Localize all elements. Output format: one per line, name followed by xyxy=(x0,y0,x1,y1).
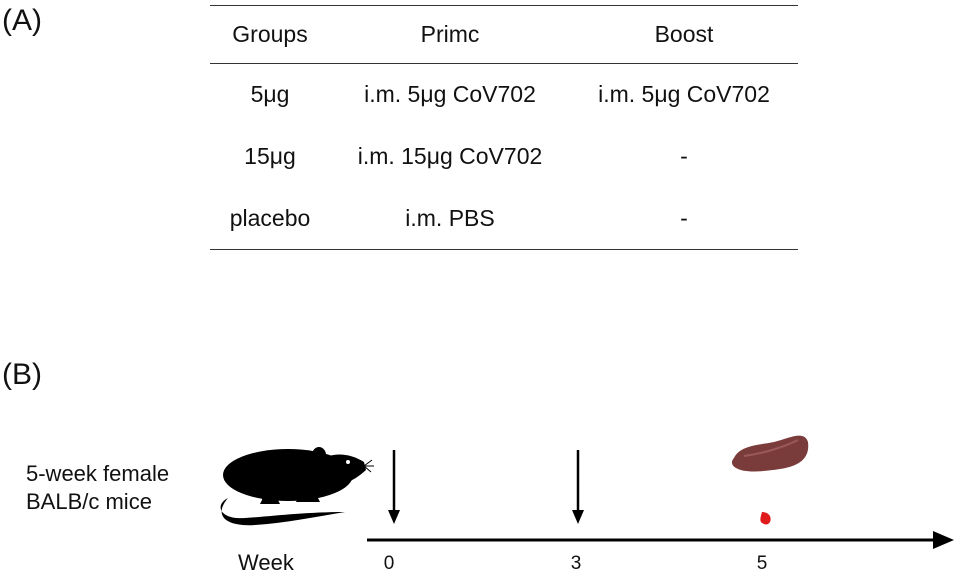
subject-label: 5-week female BALB/c mice xyxy=(26,460,169,516)
mouse-icon xyxy=(220,447,374,526)
injection-arrow-icon xyxy=(388,450,400,524)
week-tick-0: 0 xyxy=(383,553,395,574)
blood-drop-icon xyxy=(760,512,771,525)
header-groups: Groups xyxy=(210,5,330,64)
vaccination-groups-table: Groups Primc Boost 5μg i.m. 5μg CoV702 i… xyxy=(210,5,798,250)
week-tick-5: 5 xyxy=(756,553,768,574)
cell-prime: i.m. 15μg CoV702 xyxy=(357,143,543,169)
spleen-icon xyxy=(731,435,809,472)
panel-label-b: (B) xyxy=(2,358,42,391)
table-row: 15μg i.m. 15μg CoV702 - xyxy=(210,126,798,188)
panel-label-a: (A) xyxy=(2,4,42,37)
header-prime: Primc xyxy=(330,5,570,64)
injection-arrow-icon xyxy=(572,450,584,524)
cell-group: 15μg xyxy=(244,143,296,169)
week-tick-3: 3 xyxy=(570,553,582,574)
subject-label-line1: 5-week female xyxy=(26,461,170,486)
header-boost: Boost xyxy=(570,5,798,64)
cell-prime: i.m. 5μg CoV702 xyxy=(364,81,536,108)
cell-group: 5μg xyxy=(250,81,290,108)
cell-boost: i.m. 5μg CoV702 xyxy=(598,81,770,108)
subject-label-line2: BALB/c mice xyxy=(26,489,152,514)
table-header-row: Groups Primc Boost xyxy=(210,5,798,64)
axis-title-week: Week xyxy=(238,550,294,575)
cell-prime: i.m. PBS xyxy=(330,187,570,250)
table-row: 5μg i.m. 5μg CoV702 i.m. 5μg CoV702 xyxy=(210,64,798,126)
cell-group: placebo xyxy=(210,187,330,250)
timeline-arrowhead-icon xyxy=(933,531,954,549)
cell-boost: - xyxy=(680,143,688,169)
table-row: placebo i.m. PBS - xyxy=(210,187,798,250)
cell-boost: - xyxy=(570,187,798,250)
